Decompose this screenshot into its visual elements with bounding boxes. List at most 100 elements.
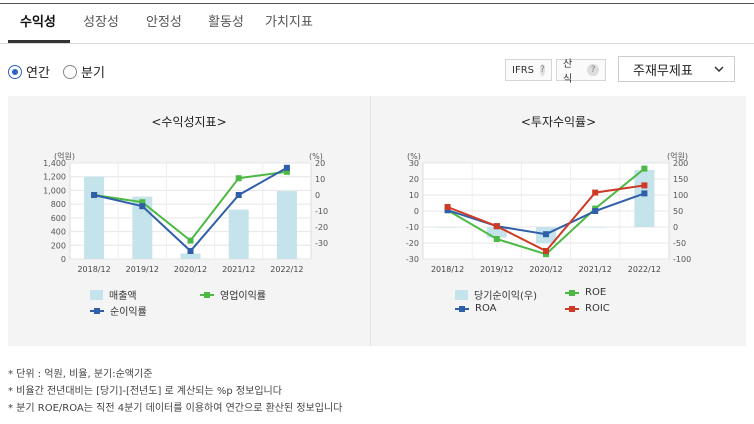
ifrs-help-button[interactable]: IFRS ?: [505, 59, 552, 81]
formula-help-button[interactable]: 산식 ?: [556, 59, 606, 85]
data-point-green: [235, 175, 242, 182]
bar-2018/12: [437, 227, 458, 228]
y-left-tick-label: 0: [61, 255, 66, 264]
x-tick-label: 2022/12: [628, 265, 661, 274]
x-tick-label: 2018/12: [77, 265, 110, 274]
legend-operating-margin-label: 영업이익률: [220, 291, 266, 302]
x-tick-label: 2022/12: [270, 265, 303, 274]
bar-2018/12: [84, 176, 105, 259]
plot-area: [69, 162, 312, 260]
radio-unchecked-icon: [63, 64, 77, 79]
legend-bar-swatch: [90, 289, 103, 300]
bar-2019/12: [486, 227, 507, 238]
y-left-tick-label: 10: [409, 191, 419, 200]
radio-annual-label: 연간: [26, 66, 50, 81]
legend-net-income: 당기순이익(우): [455, 287, 537, 302]
data-point-blue: [235, 192, 242, 198]
footnote-yoy: * 비율간 전년대비는 [당기]-[전년도] 로 계산되는 %p 정보입니다: [8, 386, 282, 397]
legend-roa: ROA: [455, 303, 496, 314]
data-point-green: [187, 237, 194, 244]
legend-roe: ROE: [565, 287, 606, 298]
bar-2022/12: [634, 170, 655, 227]
legend-green-line-swatch: [565, 289, 579, 296]
data-point-red: [493, 223, 500, 230]
legend-roic: ROIC: [565, 303, 610, 314]
y-right-tick-label: 20: [315, 159, 325, 168]
y-left-tick-label: 1,200: [43, 173, 66, 182]
data-point-red: [641, 182, 648, 189]
y-left-tick-label: 1,000: [43, 186, 66, 195]
footnote-unit: * 단위 : 억원, 비율, 분기:순액기준: [8, 369, 153, 380]
x-tick-label: 2021/12: [222, 265, 255, 274]
tab-valuation[interactable]: 가치지표: [265, 15, 313, 30]
top-border: [0, 3, 754, 4]
data-point-red: [444, 204, 451, 210]
tab-growth[interactable]: 성장성: [83, 15, 119, 30]
y-left-tick-label: 200: [51, 241, 66, 250]
data-point-green: [139, 199, 146, 206]
y-right-tick-label: 100: [673, 191, 688, 200]
legend-revenue: 매출액: [90, 287, 137, 302]
active-tab-indicator: [8, 40, 70, 43]
y-right-tick-label: 0: [673, 223, 678, 232]
y-right-tick-label: 150: [673, 175, 688, 184]
y-left-tick-label: 1,400: [43, 159, 66, 168]
y-right-tick-label: 10: [315, 175, 325, 184]
tab-profitability[interactable]: 수익성: [20, 15, 56, 30]
x-tick-label: 2021/12: [579, 265, 612, 274]
x-tick-label: 2018/12: [431, 265, 464, 274]
legend-roa-label: ROA: [475, 303, 497, 314]
legend-blue-line-swatch: [90, 307, 104, 314]
footnote-roe-roa: * 분기 ROE/ROA는 직전 4분기 데이터를 이용하여 연간으로 환산된 …: [8, 403, 343, 414]
data-point-blue: [139, 203, 146, 210]
data-point-green: [493, 236, 500, 242]
data-point-blue: [187, 248, 194, 254]
y-right-tick-label: 50: [673, 207, 683, 216]
x-tick-label: 2020/12: [529, 265, 562, 274]
data-point-red: [543, 248, 549, 254]
y-right-tick-label: -10: [315, 207, 328, 216]
panel-divider: [370, 96, 371, 346]
y-left-tick-label: 20: [409, 175, 419, 184]
legend-net-margin-label: 순이익률: [110, 307, 147, 318]
legend-revenue-label: 매출액: [109, 291, 137, 302]
footnotes: * 단위 : 억원, 비율, 분기:순액기준 * 비율간 전년대비는 [당기]-…: [8, 366, 342, 417]
investment-return-chart-panel: <투자수익률> -30 -20 -10 0 10 20 30 -100 -50 0 50 100 150…: [371, 96, 746, 346]
legend-net-income-label: 당기순이익(우): [474, 291, 538, 302]
legend-bar-swatch: [455, 289, 468, 300]
investment-return-chart-title: <투자수익률>: [520, 115, 597, 129]
profitability-chart-panel: <수익성지표> 0 200 400 600 800 1,000 1,200 1,400 -30-…: [8, 96, 370, 346]
statement-select[interactable]: 주재무제표: [618, 56, 735, 82]
data-point-red: [592, 189, 599, 196]
x-tick-label: 2020/12: [174, 265, 207, 274]
y-left-tick-label: 800: [51, 200, 66, 209]
radio-annual[interactable]: 연간: [8, 62, 50, 81]
data-point-green: [641, 165, 648, 172]
legend-blue-line-swatch: [455, 305, 469, 312]
profitability-chart: 0 200 400 600 800 1,000 1,200 1,400 -30 -20 -10 0 10…: [43, 151, 328, 274]
radio-quarterly[interactable]: 분기: [63, 62, 105, 81]
y-left-tick-label: -20: [406, 239, 419, 248]
data-point-blue: [543, 231, 549, 238]
y-left-unit-label: (억원): [54, 151, 75, 161]
legend-roe-label: ROE: [585, 287, 607, 298]
data-point-blue: [283, 164, 290, 171]
y-left-tick-label: -10: [406, 223, 419, 232]
y-right-unit-label: (%): [309, 152, 323, 161]
tab-stability[interactable]: 안정성: [146, 15, 182, 30]
data-point-green: [543, 251, 549, 258]
legend-operating-margin: 영업이익률: [200, 287, 266, 302]
legend-red-line-swatch: [565, 305, 579, 312]
tab-activity[interactable]: 활동성: [208, 15, 244, 30]
help-icon: ?: [540, 64, 545, 76]
y-right-tick-label: -20: [315, 223, 328, 232]
formula-label: 산식: [563, 59, 573, 85]
bar-2020/12: [180, 253, 201, 259]
radio-checked-icon: [8, 64, 22, 79]
chevron-down-icon: [714, 66, 724, 72]
y-right-tick-label: -100: [673, 255, 691, 264]
legend-green-line-swatch: [200, 291, 214, 298]
y-right-tick-label: 200: [673, 159, 688, 168]
statement-select-value: 주재무제표: [633, 63, 693, 79]
data-point-blue: [91, 192, 98, 198]
